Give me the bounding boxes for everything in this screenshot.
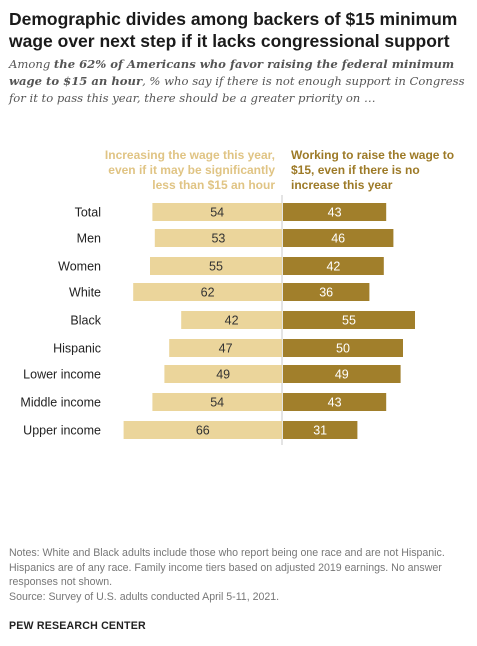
bar-right-value: 46 xyxy=(331,232,345,246)
bar-right-value: 50 xyxy=(336,342,350,356)
category-label: Lower income xyxy=(23,368,101,382)
bar-left-value: 42 xyxy=(225,314,239,328)
bar-left xyxy=(164,365,282,383)
bar-right-value: 43 xyxy=(328,396,342,410)
category-label: Upper income xyxy=(23,424,101,438)
category-label: Total xyxy=(75,206,101,220)
chart-subtitle: Among the 62% of Americans who favor rai… xyxy=(9,56,471,107)
bar-left xyxy=(152,393,282,411)
diverging-bar-chart: Total 54 43 Men 53 46 Women 55 42 White 62 36 Black 4… xyxy=(20,195,415,445)
category-label: White xyxy=(69,286,101,300)
bar-left xyxy=(154,229,282,247)
bar-left xyxy=(152,203,282,221)
bar-right-value: 36 xyxy=(319,286,333,300)
bar-right xyxy=(283,393,387,411)
chart-notes: Notes: White and Black adults include th… xyxy=(9,546,474,604)
bar-right-value: 42 xyxy=(326,260,340,274)
legend-right-series: Working to raise the wage to $15, even i… xyxy=(291,148,455,192)
bar-right xyxy=(283,421,358,439)
category-label: Middle income xyxy=(20,396,101,410)
bar-left-value: 47 xyxy=(219,342,233,356)
bar-left-value: 49 xyxy=(216,368,230,382)
subtitle-prefix: Among xyxy=(9,57,54,71)
bar-right xyxy=(283,283,370,301)
bar-right xyxy=(283,339,403,357)
category-label: Men xyxy=(77,232,101,246)
source-text: Source: Survey of U.S. adults conducted … xyxy=(9,590,280,603)
notes-text: Notes: White and Black adults include th… xyxy=(9,547,445,588)
bar-left-value: 55 xyxy=(209,260,223,274)
category-label: Black xyxy=(70,314,101,328)
bar-right-value: 31 xyxy=(313,424,327,438)
bar-left-value: 54 xyxy=(210,396,224,410)
bar-left xyxy=(181,311,282,329)
legend-left-series: Increasing the wage this year, even if i… xyxy=(104,148,275,192)
bar-right xyxy=(283,203,387,221)
bar-left xyxy=(169,339,282,357)
chart-title: Demographic divides among backers of $15… xyxy=(9,9,458,51)
subtitle-bold: the 62% of Americans who favor raising t… xyxy=(9,57,455,88)
bar-right-value: 55 xyxy=(342,314,356,328)
bar-right xyxy=(283,311,415,329)
category-label: Hispanic xyxy=(53,342,101,356)
bar-left-value: 62 xyxy=(201,286,215,300)
subtitle-suffix: , % who say if there is not enough suppo… xyxy=(9,74,465,105)
brand-label: PEW RESEARCH CENTER xyxy=(9,620,146,632)
bar-left xyxy=(150,257,282,275)
bar-right xyxy=(283,257,384,275)
bar-left-value: 54 xyxy=(210,206,224,220)
category-label: Women xyxy=(58,260,101,274)
bar-right-value: 43 xyxy=(328,206,342,220)
bar-left xyxy=(123,421,282,439)
bar-right xyxy=(283,365,401,383)
bar-right xyxy=(283,229,394,247)
bar-right-value: 49 xyxy=(335,368,349,382)
bar-left-value: 53 xyxy=(211,232,225,246)
bar-left-value: 66 xyxy=(196,424,210,438)
bar-left xyxy=(133,283,282,301)
